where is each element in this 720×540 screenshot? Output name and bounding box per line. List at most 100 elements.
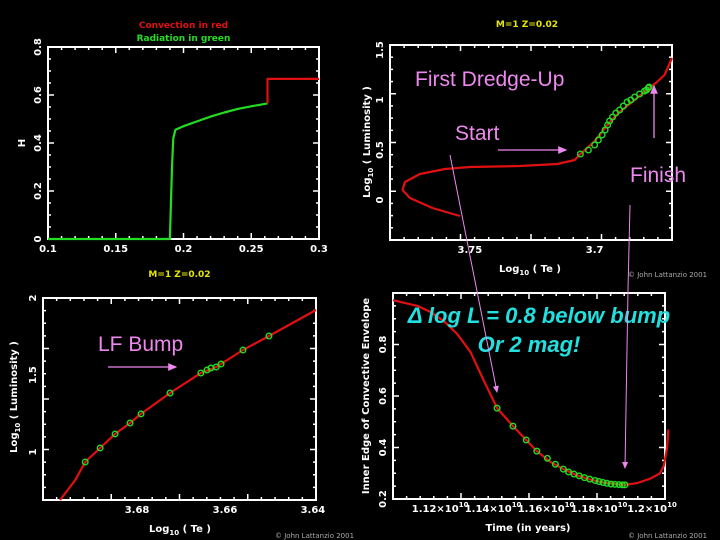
y-tick-label: 1.5 bbox=[375, 41, 386, 59]
data-point-marker bbox=[197, 369, 205, 377]
data-point-marker bbox=[616, 106, 624, 114]
data-point-marker bbox=[509, 422, 517, 430]
data-point-marker bbox=[96, 444, 104, 452]
y-tick-label: 0.6 bbox=[33, 86, 44, 104]
x-tick-exponent: 10 bbox=[459, 501, 469, 509]
x-tick-label: 1.16×1010 bbox=[518, 501, 575, 515]
data-point-marker bbox=[111, 430, 119, 438]
data-point-marker bbox=[265, 332, 273, 340]
chart-title: Convection in red bbox=[139, 21, 228, 31]
x-tick-label: 1.14×1010 bbox=[465, 501, 522, 515]
x-axis-label-base: Time (in years) bbox=[485, 523, 570, 534]
y-axis-label-base: Inner Edge of Convective Envelope bbox=[361, 298, 372, 495]
x-axis-label-rest: ( Te ) bbox=[529, 264, 561, 275]
chart-title: Radiation in green bbox=[137, 34, 231, 44]
data-point-marker bbox=[533, 447, 541, 455]
annotation-start: Start bbox=[455, 122, 500, 145]
x-tick-label: 0.3 bbox=[310, 244, 328, 255]
series-line-2 bbox=[266, 77, 319, 104]
x-tick-text: 1.12×10 bbox=[412, 504, 459, 515]
annotation-first-dredge-up: First Dredge-Up bbox=[415, 68, 564, 91]
x-tick-label: 1.12×1010 bbox=[412, 501, 469, 515]
x-tick-text: 3.7 bbox=[586, 245, 604, 256]
y-axis-label-rest: ( Luminosity ) bbox=[9, 341, 20, 423]
y-tick-label: 0 bbox=[375, 196, 386, 203]
x-tick-text: 3.75 bbox=[458, 245, 483, 256]
y-tick-label: 1.5 bbox=[28, 366, 39, 384]
data-point-marker bbox=[576, 150, 584, 158]
x-tick-label: 0.15 bbox=[103, 244, 128, 255]
x-tick-text: 1.14×10 bbox=[465, 504, 512, 515]
x-tick-label: 3.64 bbox=[301, 505, 326, 516]
data-point-marker bbox=[137, 410, 145, 418]
x-tick-text: 0.3 bbox=[310, 244, 328, 255]
data-point-marker bbox=[543, 454, 551, 462]
data-point-marker bbox=[603, 479, 611, 487]
x-tick-label: 1.18×1010 bbox=[571, 501, 628, 515]
data-point-marker bbox=[217, 360, 225, 368]
data-point-marker bbox=[618, 481, 626, 489]
data-point-marker bbox=[559, 465, 567, 473]
plot-frame bbox=[47, 46, 320, 240]
data-point-marker bbox=[212, 363, 220, 371]
annotation-finish: Finish bbox=[630, 164, 686, 187]
chart-title: M=1 Z=0.02 bbox=[496, 20, 558, 30]
data-point-marker bbox=[493, 404, 501, 412]
y-tick-label: 2 bbox=[28, 294, 39, 301]
x-axis-label-base: Log bbox=[149, 524, 169, 535]
y-tick-label: 1 bbox=[28, 448, 39, 455]
x-tick-text: 0.25 bbox=[239, 244, 264, 255]
x-tick-label: 0.25 bbox=[239, 244, 264, 255]
data-point-marker bbox=[126, 419, 134, 427]
y-axis-label-subscript: 10 bbox=[14, 423, 22, 433]
annotation-delta-line1: Δ log L = 0.8 below bump bbox=[407, 303, 670, 328]
y-tick-label: 0 bbox=[33, 235, 44, 242]
x-axis-label: Log10 ( Te ) bbox=[149, 524, 211, 537]
x-tick-text: 0.1 bbox=[39, 244, 57, 255]
data-point-marker bbox=[595, 477, 603, 485]
y-tick-label: 0.4 bbox=[378, 439, 389, 457]
data-point-marker bbox=[81, 458, 89, 466]
finish-to-envelope-arrow bbox=[622, 204, 631, 469]
y-tick-label: 0.8 bbox=[378, 336, 389, 354]
data-point-marker bbox=[594, 136, 602, 144]
data-point-marker bbox=[551, 460, 559, 468]
data-point-marker bbox=[522, 436, 530, 444]
y-axis-label: H bbox=[17, 139, 28, 147]
x-axis-label: Log10 ( Te ) bbox=[499, 264, 561, 277]
x-axis-label-base: Log bbox=[499, 264, 519, 275]
data-point-marker bbox=[621, 481, 629, 489]
x-tick-text: 3.64 bbox=[301, 505, 326, 516]
x-tick-exponent: 10 bbox=[667, 501, 677, 509]
y-axis-label-subscript: 10 bbox=[367, 168, 375, 178]
x-tick-text: 0.2 bbox=[175, 244, 193, 255]
y-axis-label: Log10 ( Luminosity ) bbox=[9, 341, 22, 453]
data-point-marker bbox=[591, 141, 599, 149]
plot-frame bbox=[42, 297, 317, 501]
y-tick-label: 0.4 bbox=[33, 134, 44, 152]
x-tick-label: 3.66 bbox=[213, 505, 238, 516]
y-axis-label-base: Log bbox=[9, 432, 20, 452]
data-point-marker bbox=[239, 346, 247, 354]
x-tick-label: 3.68 bbox=[125, 505, 150, 516]
y-tick-label: 0.6 bbox=[378, 387, 389, 405]
copyright-text: © John Lattanzio 2001 bbox=[628, 532, 707, 540]
data-point-marker bbox=[598, 131, 606, 139]
annotation-lf-bump: LF Bump bbox=[98, 333, 183, 356]
data-point-marker bbox=[636, 90, 644, 98]
y-tick-label: 1 bbox=[375, 96, 386, 103]
x-tick-text: 1.16×10 bbox=[518, 504, 565, 515]
y-tick-label: 0.2 bbox=[378, 490, 389, 508]
x-tick-exponent: 10 bbox=[512, 501, 522, 509]
y-tick-label: 0.5 bbox=[375, 141, 386, 159]
data-point-marker bbox=[607, 480, 615, 488]
y-axis-label-rest: ( Luminosity ) bbox=[362, 86, 373, 168]
chart-title: M=1 Z=0.02 bbox=[148, 270, 210, 280]
start-to-envelope-arrow bbox=[449, 154, 499, 393]
x-axis-label-rest: ( Te ) bbox=[179, 524, 211, 535]
x-axis-label-subscript: 10 bbox=[519, 269, 529, 277]
